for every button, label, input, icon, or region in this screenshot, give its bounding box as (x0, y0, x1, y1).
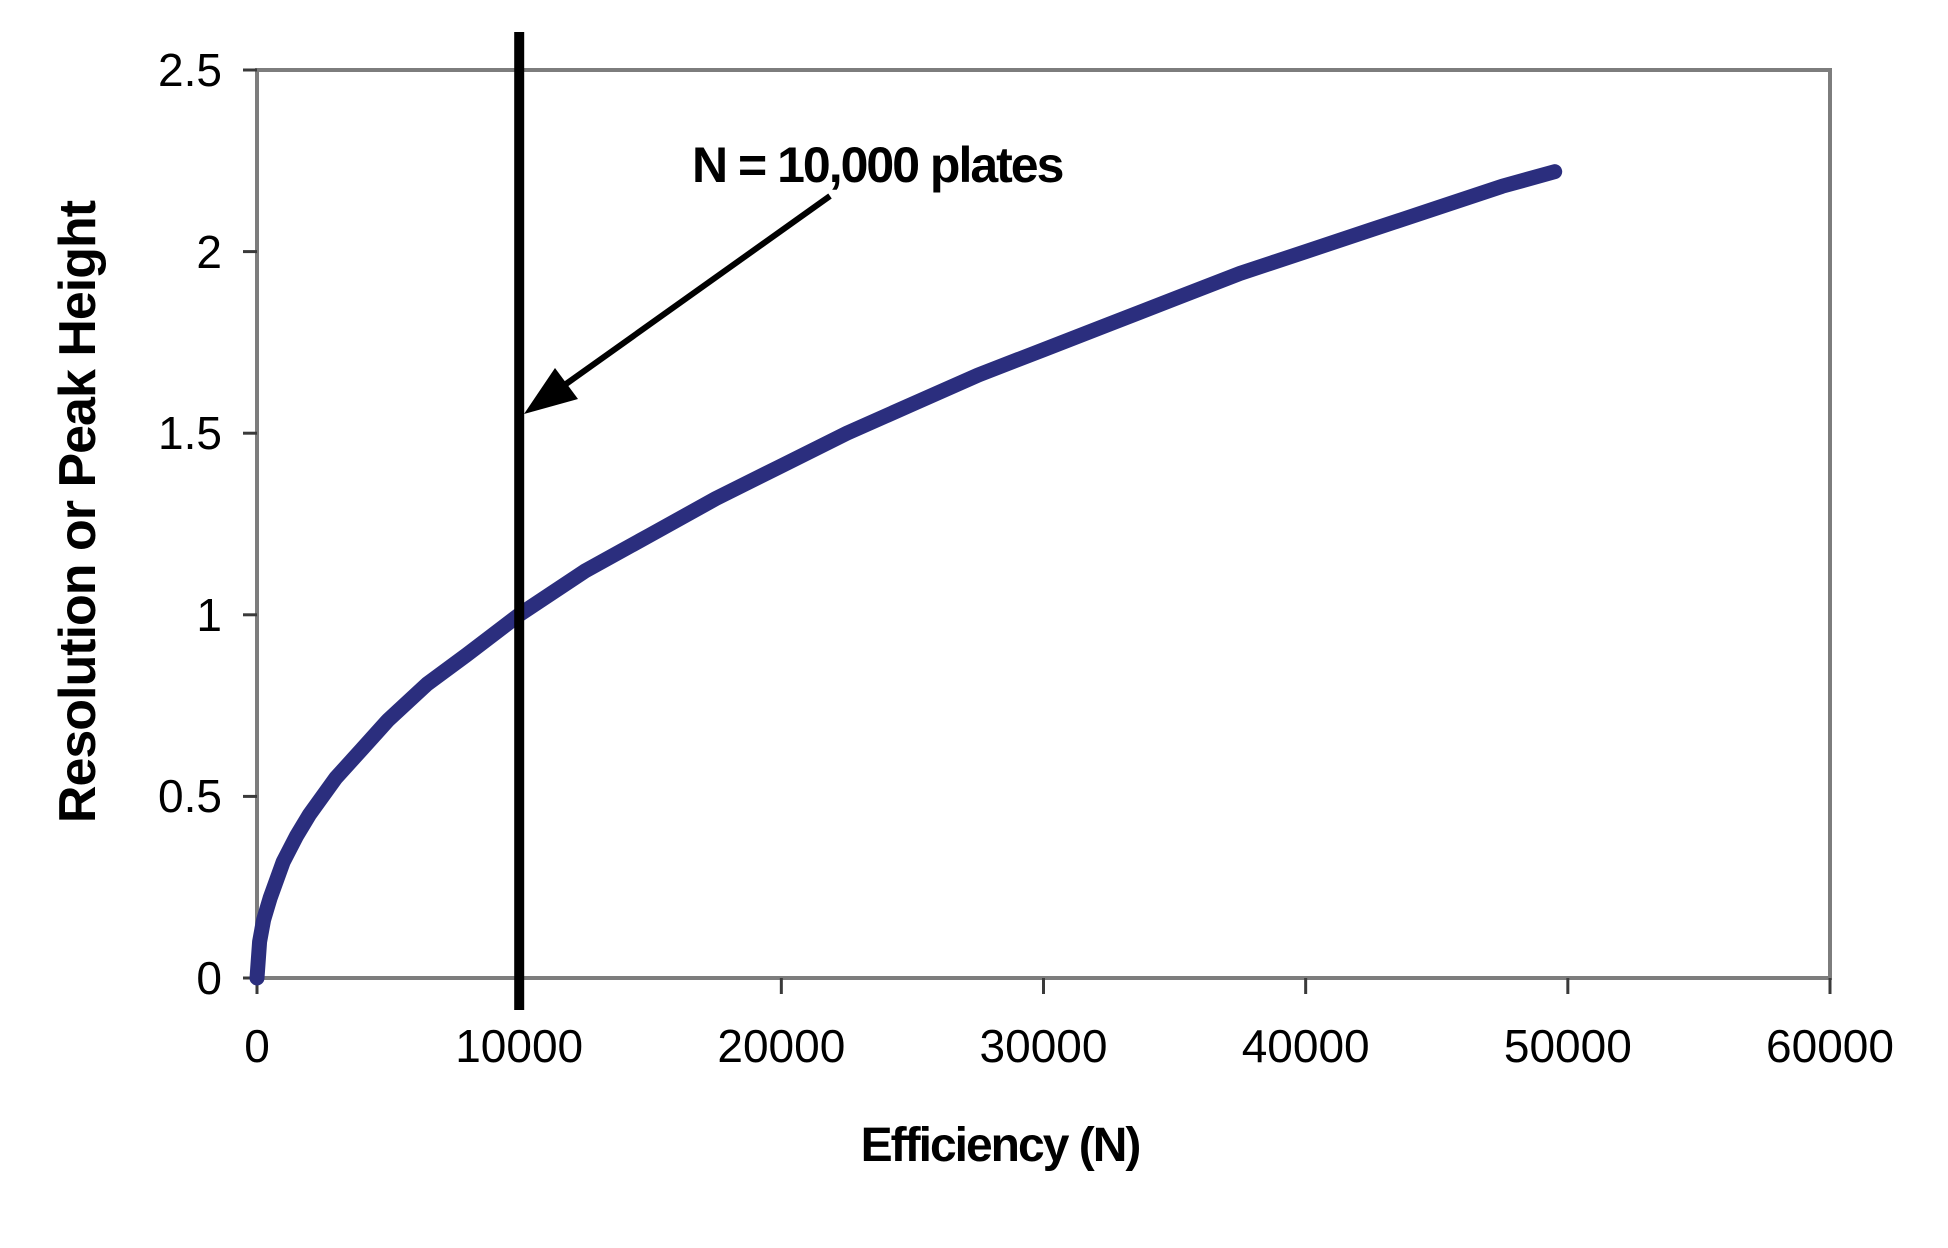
x-tick-label: 0 (244, 1020, 270, 1072)
plot-area-border (255, 68, 1832, 980)
y-tick-label: 0.5 (158, 770, 222, 823)
annotation-arrow-head (524, 368, 578, 414)
axis-tick-marks (243, 68, 1832, 994)
annotation-label: N = 10,000 plates (692, 137, 1064, 193)
x-tick-label: 50000 (1503, 1020, 1632, 1072)
x-axis-title: Efficiency (N) (860, 1119, 1142, 1172)
x-tick-label: 20000 (717, 1020, 846, 1072)
y-tick-label: 1.5 (158, 407, 222, 460)
y-tick-label: 0 (196, 952, 222, 1004)
x-tick-label: 30000 (979, 1020, 1108, 1072)
annotation-arrow-shaft (564, 193, 832, 387)
resolution-curve (249, 164, 1563, 986)
x-tick-label: 40000 (1241, 1020, 1370, 1072)
y-axis-title: Resolution or Peak Height (49, 200, 107, 824)
y-tick-label: 2 (196, 225, 222, 278)
y-tick-label: 1 (196, 588, 222, 641)
x-tick-label: 10000 (455, 1020, 584, 1072)
y-tick-label: 2.5 (158, 44, 222, 96)
x-tick-label: 60000 (1766, 1020, 1894, 1072)
